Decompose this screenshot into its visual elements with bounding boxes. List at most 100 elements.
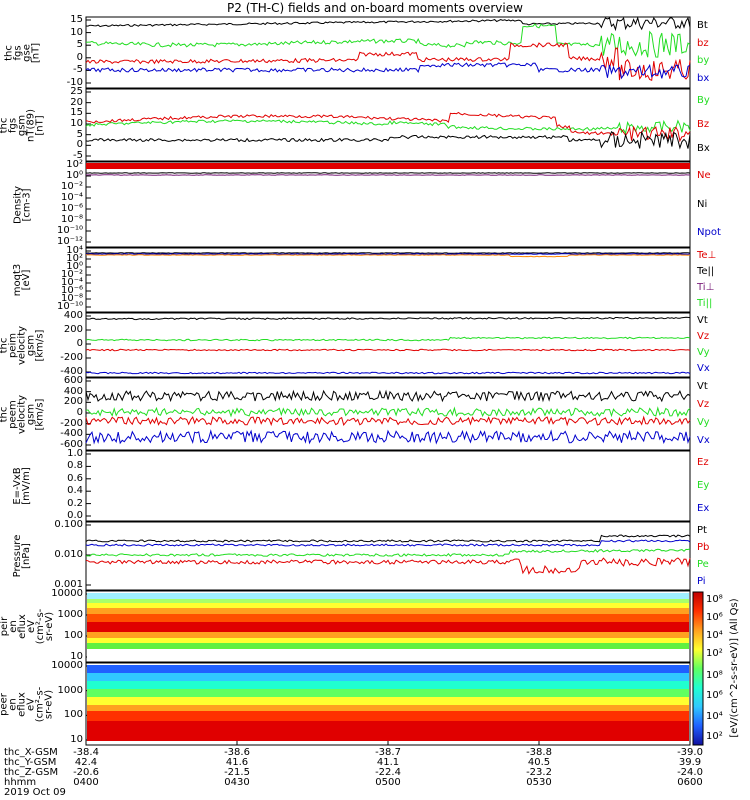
y-axis-label: E=-VxB [mV/m] — [12, 451, 32, 521]
y-axis-label-line: [mV/m] — [21, 467, 32, 505]
legend-peim-v-vz: Vz — [697, 331, 710, 342]
y-tick-label: 0 — [76, 338, 83, 349]
legend-fgs-gse-bx: bx — [697, 73, 710, 85]
y-tick-label: 10000 — [51, 660, 83, 671]
x-axis-row-label: thc_X-GSM — [4, 747, 58, 758]
x-axis-value: -38.7 — [375, 747, 401, 758]
y-axis-label-line: [cm-3] — [21, 188, 32, 222]
colorbar-tick: 10² — [706, 731, 723, 742]
legend-pressure-pt: Pt — [697, 524, 707, 536]
spectrogram-band — [87, 638, 689, 643]
y-axis-label: Density [cm-3] — [12, 162, 32, 247]
spectrogram-band — [87, 632, 689, 638]
spectrogram-band — [87, 649, 689, 659]
series-bz — [85, 42, 691, 82]
y-axis-label-line: [km/s] — [34, 398, 46, 430]
date-label: 2019 Oct 09 — [4, 787, 66, 798]
y-axis-label: Pressure [nPa] — [12, 522, 32, 590]
spectrogram-peir — [87, 593, 689, 659]
x-axis-value: -20.6 — [73, 767, 99, 778]
legend-efield-ey: Ey — [697, 480, 710, 491]
panel-frame-density — [85, 161, 691, 248]
x-axis-row-label: thc_Y-GSM — [4, 757, 57, 768]
x-axis-value: 0430 — [224, 777, 250, 788]
legend-fgs-gse-bz: bz — [697, 37, 709, 49]
spectrogram-band — [87, 681, 689, 689]
legend-temp-ti: Ti|| — [697, 298, 713, 309]
y-tick-label: 10⁻¹⁰ — [56, 225, 83, 236]
y-tick-label: -5 — [73, 150, 83, 161]
series-ti-par — [85, 254, 691, 258]
panel-frame-fgs-gse — [85, 16, 691, 89]
panel-frame-efield — [85, 450, 691, 522]
legend-peem-v-vx: Vx — [697, 435, 710, 446]
y-tick-label: 400 — [63, 385, 83, 397]
spectrogram-band — [87, 673, 689, 681]
y-axis-label-line: [nT] — [30, 42, 41, 63]
y-axis-label-line: [eV] — [21, 269, 32, 291]
y-tick-label: 10 — [70, 734, 83, 745]
legend-fgs-gse-by: by — [697, 55, 710, 67]
colorbar-tick: 10⁸ — [706, 670, 723, 681]
x-axis-value: -38.6 — [224, 747, 250, 758]
y-tick-label: -400 — [60, 366, 83, 377]
panel-frame-fgs-gsm — [85, 88, 691, 162]
x-axis-value: -38.8 — [526, 747, 552, 758]
x-axis-value: -39.0 — [677, 747, 703, 758]
y-tick-label: -600 — [60, 439, 83, 450]
y-axis-label-line: [nPa] — [21, 543, 32, 569]
series-pi — [85, 539, 691, 547]
spectrogram-band — [87, 711, 689, 721]
legend-temp-te: Te|| — [697, 266, 715, 277]
y-tick-label: 10 — [70, 651, 83, 662]
legend-pressure-pi: Pi — [697, 575, 706, 587]
x-axis-value: -23.2 — [526, 767, 552, 778]
y-tick-label: 10000 — [51, 588, 83, 599]
y-tick-label: 100 — [63, 709, 83, 721]
y-tick-label: 10 — [70, 26, 83, 38]
y-tick-label: 0.010 — [54, 549, 83, 560]
y-axis-label: moqt3 [eV] — [12, 248, 32, 312]
x-axis-value: 0500 — [375, 777, 401, 788]
legend-fgs-gsm-bx: Bx — [697, 143, 710, 154]
colorbar-tick: 10⁶ — [706, 612, 723, 623]
legend-temp-ti: Ti⊥ — [697, 282, 715, 293]
spectrogram-band — [87, 697, 689, 705]
y-tick-label: 100 — [63, 630, 83, 641]
y-tick-label: -400 — [60, 428, 83, 440]
series-vx — [85, 429, 691, 445]
y-tick-label: -5 — [73, 64, 83, 76]
series-pt — [85, 534, 691, 543]
spectrogram-band — [87, 721, 689, 741]
y-tick-label: 0.0 — [67, 510, 83, 521]
x-axis-value: 0400 — [73, 777, 99, 788]
x-axis-value: 0600 — [677, 777, 703, 788]
legend-pressure-pe: Pe — [697, 558, 709, 570]
legend-peem-v-vz: Vz — [697, 399, 710, 410]
y-tick-label: 10⁻¹² — [56, 236, 83, 247]
x-axis-value: 40.5 — [527, 757, 551, 768]
x-axis-value: -38.4 — [73, 747, 99, 758]
series-bt — [85, 16, 691, 32]
y-tick-label: 1000 — [57, 684, 83, 696]
legend-fgs-gse-bt: Bt — [697, 19, 708, 31]
y-tick-label: 0.2 — [67, 497, 83, 509]
legend-peim-v-vx: Vx — [697, 363, 710, 374]
spectrogram-band — [87, 599, 689, 603]
series-Bz — [85, 111, 691, 143]
legend-peim-v-vy: Vy — [697, 347, 710, 358]
x-axis-row-label: thc_Z-GSM — [4, 767, 59, 778]
spectrogram-band — [87, 622, 689, 632]
y-axis-label-line: sr-eV) — [43, 689, 55, 719]
y-tick-label: 15 — [70, 14, 83, 25]
series-pe — [85, 548, 691, 557]
y-tick-label: 0.8 — [67, 460, 83, 472]
y-tick-label: -10 — [66, 77, 83, 88]
y-axis-label-line: [km/s] — [34, 329, 46, 361]
y-tick-label: 10² — [66, 253, 83, 264]
series-vt — [85, 316, 691, 321]
y-tick-label: 10² — [66, 159, 83, 170]
colorbar-tick: 10⁸ — [706, 594, 723, 605]
y-tick-label: 10⁻² — [60, 269, 83, 280]
x-axis-value: 41.1 — [376, 757, 400, 768]
